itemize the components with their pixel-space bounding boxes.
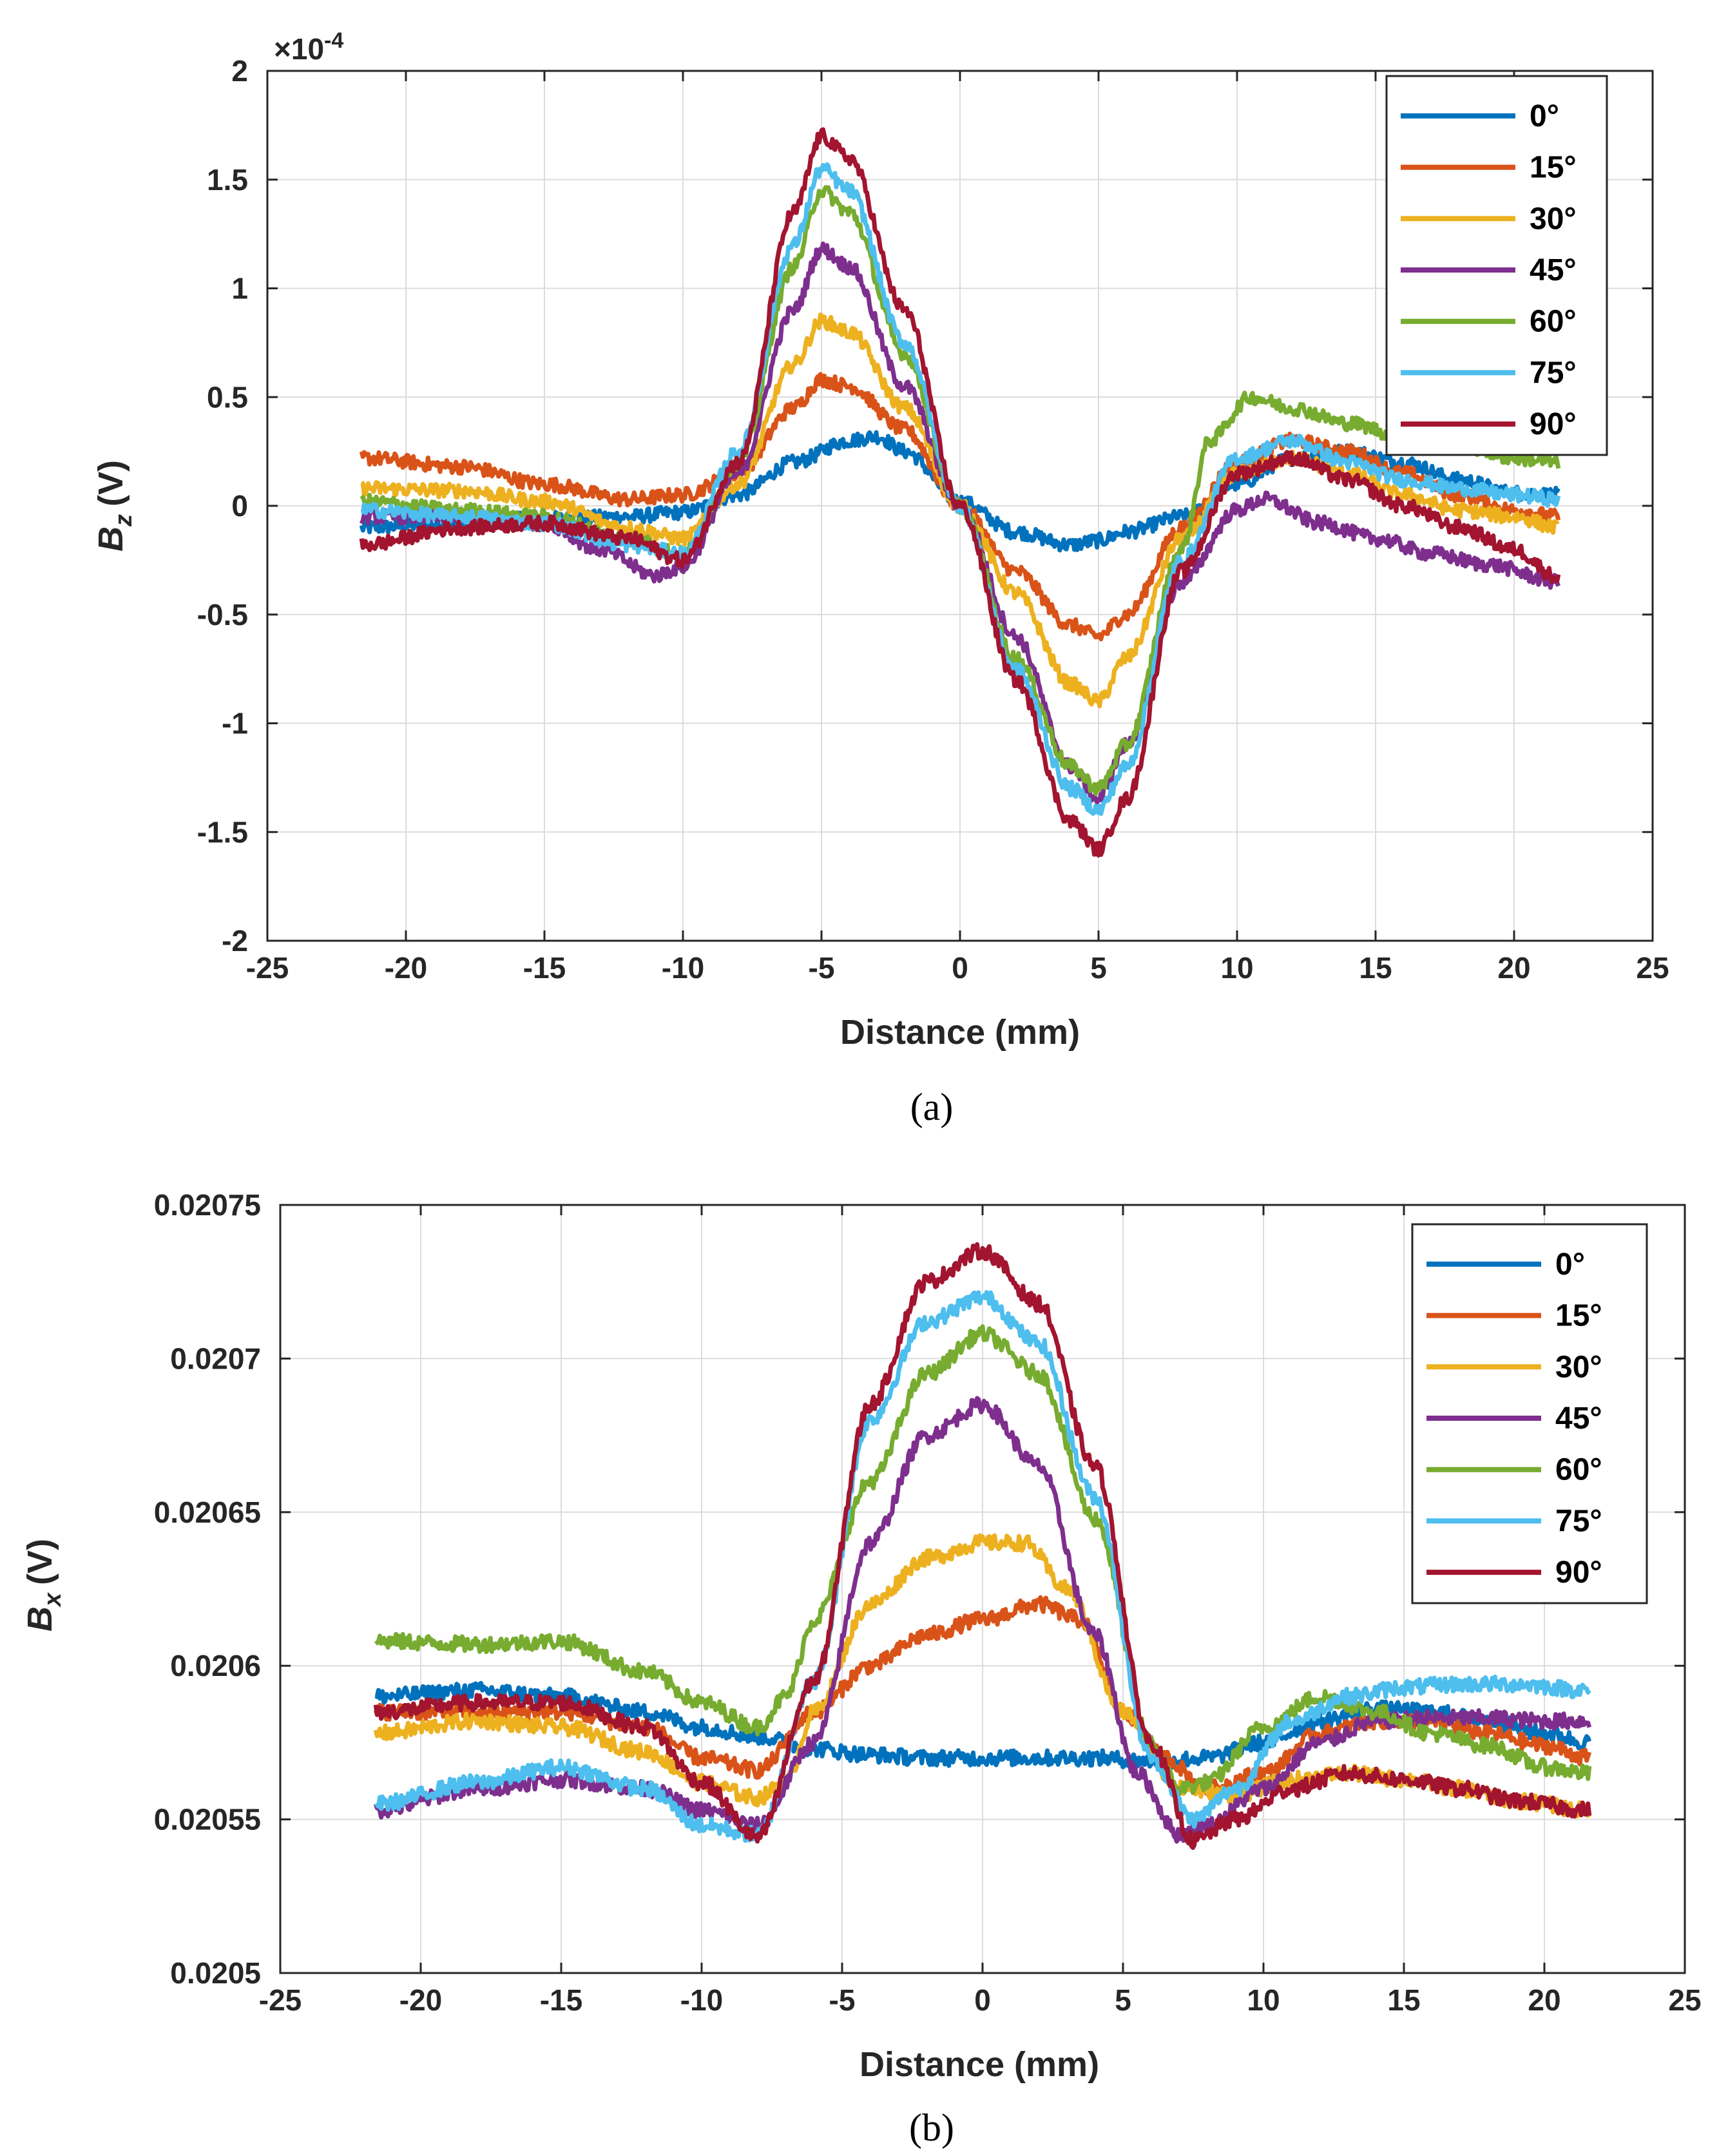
legend-b: 0° 15° 30° 45° 60° 75° 90°: [1411, 1223, 1648, 1604]
x-tick-label: -25: [246, 951, 289, 985]
legend-box: [1385, 75, 1608, 456]
legend-label: 60°: [1555, 1453, 1602, 1487]
legend-label: 15°: [1555, 1299, 1602, 1333]
y-axis-label-main-a: B: [91, 526, 130, 552]
y-ticks-b: 0.0205 0.02055 0.0206 0.02065 0.0207 0.02075: [154, 1188, 1685, 1990]
exponent-power-a: -4: [324, 28, 343, 53]
chart-a: -25 -20 -15 -10 -5 0 5 10 15 20 25 -2 -1.5 -1 -0.5 0 0.…: [91, 28, 1669, 1128]
y-axis-label-unit-b: (V): [21, 1539, 59, 1585]
x-tick-label: -10: [662, 951, 704, 985]
x-tick-label: 20: [1528, 1983, 1560, 2017]
caption-a: (a): [910, 1086, 954, 1128]
legend-label: 90°: [1530, 407, 1577, 441]
legend-box: [1411, 1223, 1648, 1604]
legend-label: 90°: [1555, 1555, 1602, 1590]
series-line-b-5: [374, 1290, 1591, 1843]
caption-b: (b): [909, 2106, 954, 2149]
y-axis-label-sub-b: x: [39, 1592, 66, 1608]
exponent-base-a: ×10: [274, 32, 324, 66]
series-line-b-6: [373, 1242, 1592, 1850]
exponent-label-a: ×10-4: [274, 28, 343, 66]
x-tick-label: 25: [1636, 951, 1669, 985]
x-tick-label: -15: [540, 1983, 582, 2017]
series-group-b: [373, 1242, 1592, 1850]
y-tick-label: 1.5: [207, 163, 248, 197]
y-tick-label: 1: [231, 272, 248, 305]
x-tick-label: 10: [1247, 1983, 1280, 2017]
legend-label: 30°: [1555, 1350, 1602, 1384]
y-tick-label: 0.5: [207, 380, 248, 414]
y-ticks-a: -2 -1.5 -1 -0.5 0 0.5 1 1.5 2: [197, 54, 1653, 958]
x-tick-label: -5: [809, 951, 835, 985]
y-axis-label-a: Bz (V): [91, 460, 137, 552]
y-tick-label: 0: [231, 489, 248, 523]
y-tick-label: 0.0206: [170, 1649, 261, 1682]
x-tick-label: 5: [1115, 1983, 1131, 2017]
y-tick-label: 0.02055: [154, 1803, 261, 1836]
y-tick-label: -0.5: [197, 598, 248, 631]
legend-label: 30°: [1530, 202, 1577, 236]
x-tick-label: -10: [680, 1983, 723, 2017]
y-axis-label-b: Bx (V): [21, 1539, 66, 1631]
chart-b: -25 -20 -15 -10 -5 0 5 10 15 20 25 0.02050.020550.…: [21, 1188, 1702, 2149]
y-tick-label: -1: [222, 707, 248, 740]
series-line-b-2: [373, 1533, 1591, 1818]
x-tick-label: -15: [523, 951, 566, 985]
legend-label: 45°: [1530, 253, 1577, 287]
legend-label: 0°: [1555, 1247, 1585, 1282]
legend-label: 75°: [1530, 356, 1577, 390]
x-tick-label: 20: [1497, 951, 1530, 985]
legend-label: 60°: [1530, 305, 1577, 339]
y-axis-label-main-b: B: [21, 1606, 59, 1631]
x-tick-label: 0: [952, 951, 968, 985]
x-tick-label: 25: [1668, 1983, 1701, 2017]
x-axis-label-b: Distance (mm): [859, 2045, 1099, 2084]
y-tick-label: 2: [231, 54, 248, 88]
y-tick-label: 0.02075: [154, 1188, 261, 1222]
x-ticks-b: -25 -20 -15 -10 -5 0 5 10 15 20 25: [259, 1205, 1702, 2017]
series-line-a-6: [359, 127, 1561, 858]
series-line-b-4: [374, 1324, 1592, 1796]
x-tick-label: -20: [399, 1983, 442, 2017]
x-axis-label-a: Distance (mm): [840, 1013, 1080, 1052]
legend-label: 45°: [1555, 1401, 1602, 1436]
x-tick-label: -5: [829, 1983, 856, 2017]
y-tick-label: 0.02065: [154, 1496, 261, 1529]
y-axis-label-sub-a: z: [110, 514, 137, 527]
y-tick-label: 0.0205: [170, 1956, 261, 1990]
x-tick-label: 5: [1090, 951, 1107, 985]
y-tick-label: 0.0207: [170, 1342, 261, 1375]
legend-label: 15°: [1530, 151, 1577, 185]
x-tick-label: 10: [1220, 951, 1253, 985]
y-axis-label-unit-a: (V): [91, 460, 130, 506]
x-tick-label: 0: [974, 1983, 991, 2017]
x-tick-label: 15: [1387, 1983, 1420, 2017]
x-tick-label: -25: [259, 1983, 302, 2017]
y-tick-label: -2: [222, 924, 248, 958]
x-tick-label: -20: [385, 951, 427, 985]
legend-label: 75°: [1555, 1504, 1602, 1538]
legend-label: 0°: [1530, 99, 1559, 133]
x-tick-label: 15: [1359, 951, 1392, 985]
y-tick-label: -1.5: [197, 815, 248, 849]
x-ticks-a: -25 -20 -15 -10 -5 0 5 10 15 20 25: [246, 71, 1669, 985]
series-group-a: [359, 127, 1561, 858]
legend-a: 0° 15° 30° 45° 60° 75° 90°: [1385, 75, 1608, 456]
